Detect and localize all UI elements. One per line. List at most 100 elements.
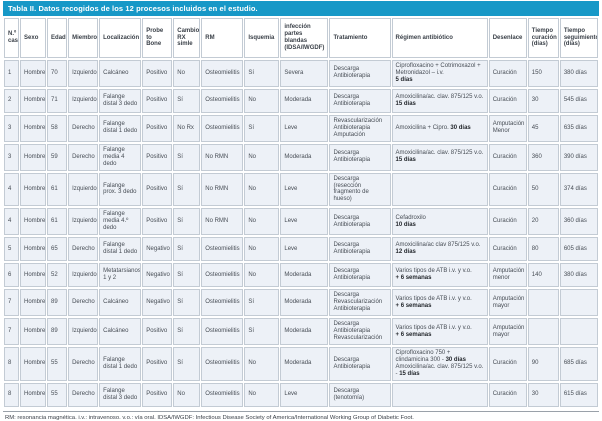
cell-sexo: Hombre (20, 237, 47, 262)
column-header-localizacion: Localización (99, 18, 142, 58)
cell-infeccion: Leve (280, 237, 329, 262)
regimen-duration-bold: 15 días (395, 100, 416, 107)
cell-isquemia: No (244, 237, 280, 262)
cell-tratamiento: Descarga (resección fragmento de hueso) (329, 172, 391, 207)
cell-probe_to_bone: Negativo (142, 289, 173, 317)
cell-edad: 58 (47, 114, 68, 142)
regimen-text: Amoxicilina + Cipro. (395, 124, 451, 131)
cell-rm: Osteomielitis (201, 114, 244, 142)
cell-tiempo_seguimiento (559, 289, 598, 317)
cell-probe_to_bone: Positivo (142, 60, 173, 87)
cell-localizacion: Falange distal 3 dedo (99, 382, 142, 407)
cell-miembro: Derecho (68, 237, 99, 262)
cell-desenlace: Amputación mayor (488, 289, 527, 317)
cell-cambios_rx: Sí (173, 143, 201, 171)
cell-tiempo_seguimiento: 605 días (559, 237, 598, 262)
cell-probe_to_bone: Positivo (142, 114, 173, 142)
cell-caso: 8 (4, 346, 20, 381)
cell-regimen: Ciprofloxacino + Cotrimoxazol + Metronid… (391, 60, 488, 87)
study-table: N.º casoSexoEdadMiembroLocalizaciónProbe… (3, 16, 599, 409)
cell-caso: 1 (4, 60, 20, 87)
regimen-duration-bold: 10 días (395, 221, 416, 228)
cell-sexo: Hombre (20, 263, 47, 288)
cell-probe_to_bone: Positivo (142, 382, 173, 407)
cell-localizacion: Falange distal 1 dedo (99, 237, 142, 262)
cell-desenlace: Curación (488, 382, 527, 407)
cell-infeccion: Leve (280, 172, 329, 207)
cell-sexo: Hombre (20, 346, 47, 381)
cell-desenlace: Curación (488, 172, 527, 207)
cell-tiempo_curacion: 45 (527, 114, 559, 142)
cell-edad: 52 (47, 263, 68, 288)
column-header-desenlace: Desenlace (488, 18, 527, 58)
regimen-text: Amoxicilina/ac clav 875/125 v.o. (395, 242, 481, 249)
cell-infeccion: Moderada (280, 318, 329, 345)
regimen-text: Cefadroxilo (395, 214, 426, 221)
column-header-rm: RM (201, 18, 244, 58)
cell-tiempo_curacion: 30 (527, 382, 559, 407)
regimen-text: Amoxicilina/ac. clav. 875/125 v.o. (395, 93, 484, 100)
cell-localizacion: Calcáneo (99, 289, 142, 317)
cell-desenlace: Curación (488, 208, 527, 236)
cell-tiempo_seguimiento: 685 días (559, 346, 598, 381)
cell-cambios_rx: Sí (173, 208, 201, 236)
regimen-duration-bold: 12 días (395, 249, 416, 256)
cell-tiempo_curacion (527, 289, 559, 317)
cell-rm: Osteomielitis (201, 237, 244, 262)
cell-tiempo_seguimiento (559, 318, 598, 345)
cell-miembro: Izquierdo (68, 263, 99, 288)
cell-infeccion: Moderada (280, 263, 329, 288)
cell-rm: Osteomielitis (201, 88, 244, 113)
table-row: 4 Hombre 61 Izquierdo Falange prox. 3 dedo Po… (4, 172, 598, 207)
cell-rm: No RMN (201, 143, 244, 171)
cell-regimen: Amoxicilina/ac. clav. 875/125 v.o. 15 dí… (391, 143, 488, 171)
cell-tratamiento: Descarga Antibioterapia (329, 60, 391, 87)
cell-probe_to_bone: Positivo (142, 143, 173, 171)
cell-regimen: Amoxicilina/ac. clav. 875/125 v.o. 15 dí… (391, 88, 488, 113)
cell-tiempo_seguimiento: 360 días (559, 208, 598, 236)
cell-tiempo_curacion: 20 (527, 208, 559, 236)
cell-tratamiento: Descarga (tenotomía) (329, 382, 391, 407)
header-row: N.º casoSexoEdadMiembroLocalizaciónProbe… (4, 18, 598, 58)
footnote: RM: resonancia magnética. i.v.: intraven… (3, 410, 599, 421)
cell-tratamiento: Descarga Antibioterapia (329, 208, 391, 236)
cell-desenlace: Amputación mayor (488, 318, 527, 345)
cell-infeccion: Moderada (280, 88, 329, 113)
cell-caso: 6 (4, 263, 20, 288)
cell-desenlace: Curación (488, 346, 527, 381)
cell-tratamiento: Revascularización Antibioterapia Amputac… (329, 114, 391, 142)
cell-sexo: Hombre (20, 60, 47, 87)
cell-tratamiento: Descarga Antibioterapia (329, 263, 391, 288)
cell-localizacion: Falange distal 1 dedo (99, 346, 142, 381)
regimen-duration-bold: 30 días (450, 124, 471, 131)
cell-regimen: Cefadroxilo 10 días (391, 208, 488, 236)
cell-localizacion: Falange media 4 dedo (99, 143, 142, 171)
cell-probe_to_bone: Positivo (142, 208, 173, 236)
cell-tratamiento: Descarga Antibioterapia Revascularizació… (329, 318, 391, 345)
table-row: 8 Hombre 55 Derecho Falange distal 3 dedo Pos… (4, 382, 598, 407)
regimen-duration-bold: + 6 semanas (395, 302, 432, 309)
cell-caso: 7 (4, 289, 20, 317)
cell-sexo: Hombre (20, 382, 47, 407)
cell-probe_to_bone: Negativo (142, 263, 173, 288)
cell-tiempo_curacion (527, 318, 559, 345)
cell-tiempo_seguimiento: 545 días (559, 88, 598, 113)
cell-sexo: Hombre (20, 289, 47, 317)
cell-sexo: Hombre (20, 114, 47, 142)
cell-edad: 59 (47, 143, 68, 171)
table-header: N.º casoSexoEdadMiembroLocalizaciónProbe… (4, 18, 598, 58)
cell-regimen: Varios tipos de ATB i.v. y v.o. + 6 sema… (391, 263, 488, 288)
cell-desenlace: Curación (488, 237, 527, 262)
regimen-text: Varios tipos de ATB i.v. y v.o. (395, 295, 472, 302)
cell-infeccion: Severa (280, 60, 329, 87)
cell-desenlace: Curación (488, 60, 527, 87)
cell-probe_to_bone: Positivo (142, 346, 173, 381)
cell-tratamiento: Descarga Antibioterapia (329, 88, 391, 113)
cell-isquemia: No (244, 263, 280, 288)
table-row: 7 Hombre 89 Derecho Calcáneo Negativo Sí Osteom… (4, 289, 598, 317)
cell-rm: No RMN (201, 208, 244, 236)
cell-miembro: Izquierdo (68, 60, 99, 87)
cell-rm: Osteomielitis (201, 346, 244, 381)
cell-isquemia: Sí (244, 289, 280, 317)
cell-edad: 89 (47, 318, 68, 345)
